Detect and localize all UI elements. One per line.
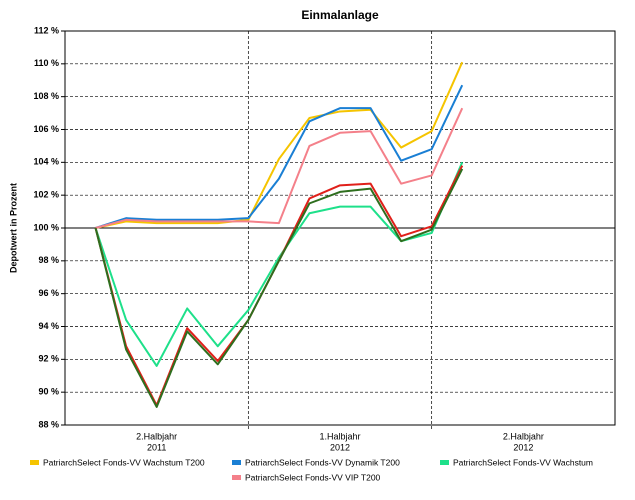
y-tick-label: 92 %: [38, 354, 59, 364]
series-line: [94, 168, 464, 408]
series-line: [95, 107, 464, 229]
y-tick-label: 110 %: [34, 58, 59, 68]
y-tick-label: 94 %: [38, 321, 59, 331]
y-tick-label: 96 %: [38, 288, 59, 298]
x-tick-label: 2012: [330, 442, 350, 452]
legend-swatch: [30, 460, 39, 465]
x-tick-label: 2012: [513, 442, 533, 452]
y-tick-label: 104 %: [33, 157, 59, 167]
series-line: [95, 84, 464, 229]
y-axis-label: Depotwert in Prozent: [8, 183, 18, 273]
x-tick-label: 2.Halbjahr: [136, 431, 177, 441]
series-line: [95, 61, 464, 229]
chart-title: Einmalanlage: [301, 8, 379, 22]
legend-label: PatriarchSelect Fonds-VV Dynamik T200: [245, 457, 400, 467]
y-tick-label: 100 %: [33, 222, 59, 232]
y-tick-label: 90 %: [38, 387, 59, 397]
y-tick-label: 98 %: [38, 255, 59, 265]
legend-label: PatriarchSelect Fonds-VV VIP T200: [245, 472, 381, 482]
series-line: [94, 165, 464, 407]
x-tick-label: 1.Halbjahr: [319, 431, 360, 441]
x-tick-label: 2.Halbjahr: [503, 431, 544, 441]
y-tick-label: 112 %: [34, 25, 59, 35]
y-tick-label: 106 %: [33, 124, 59, 134]
legend-swatch: [232, 475, 241, 480]
y-tick-label: 108 %: [33, 91, 59, 101]
legend-label: PatriarchSelect Fonds-VV Wachstum T200: [43, 457, 205, 467]
x-tick-label: 2011: [147, 442, 166, 452]
y-tick-label: 102 %: [33, 190, 59, 200]
y-tick-label: 88 %: [38, 419, 59, 429]
legend-swatch: [232, 460, 241, 465]
legend-label: PatriarchSelect Fonds-VV Wachstum: [453, 457, 593, 467]
series-line: [94, 161, 464, 367]
legend-swatch: [440, 460, 449, 465]
